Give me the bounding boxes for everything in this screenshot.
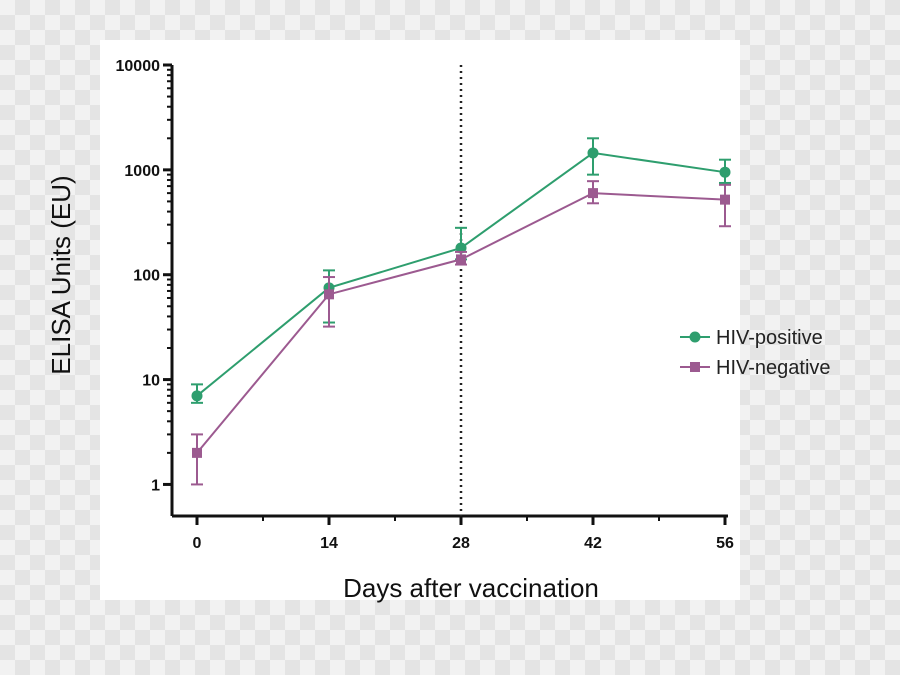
data-point (192, 447, 202, 458)
y-tick-label: 10000 (116, 58, 161, 75)
data-point (588, 188, 598, 199)
legend: HIV-positive HIV-negative (680, 327, 831, 379)
data-point (719, 166, 731, 178)
x-tick-label: 56 (716, 535, 734, 552)
y-tick-label: 10 (142, 373, 160, 390)
data-point (720, 194, 730, 205)
x-tick-label: 28 (452, 535, 470, 552)
x-tick-label: 0 (193, 535, 202, 552)
data-point (455, 242, 467, 254)
legend-label: HIV-positive (716, 327, 823, 349)
x-axis-title: Days after vaccination (343, 573, 599, 603)
data-point (324, 289, 334, 300)
y-tick-label: 1000 (124, 163, 160, 180)
x-tick-label: 14 (320, 535, 338, 552)
legend-label: HIV-negative (716, 357, 831, 379)
y-tick-label: 1 (151, 477, 160, 494)
data-point (191, 390, 203, 402)
y-axis-title: ELISA Units (EU) (46, 175, 76, 374)
legend-marker (690, 362, 700, 372)
data-point (456, 254, 466, 265)
series-hiv-negative (191, 180, 731, 486)
data-point (587, 147, 599, 159)
legend-marker (689, 331, 701, 343)
series-group (191, 137, 731, 486)
y-tick-label: 100 (133, 268, 160, 285)
x-tick-label: 42 (584, 535, 602, 552)
axes: 1 10 100 1000 10000 0 14 28 42 56 (116, 58, 735, 552)
legend-item: HIV-negative (680, 357, 831, 379)
chart-background (100, 40, 740, 600)
legend-item: HIV-positive (680, 327, 823, 349)
